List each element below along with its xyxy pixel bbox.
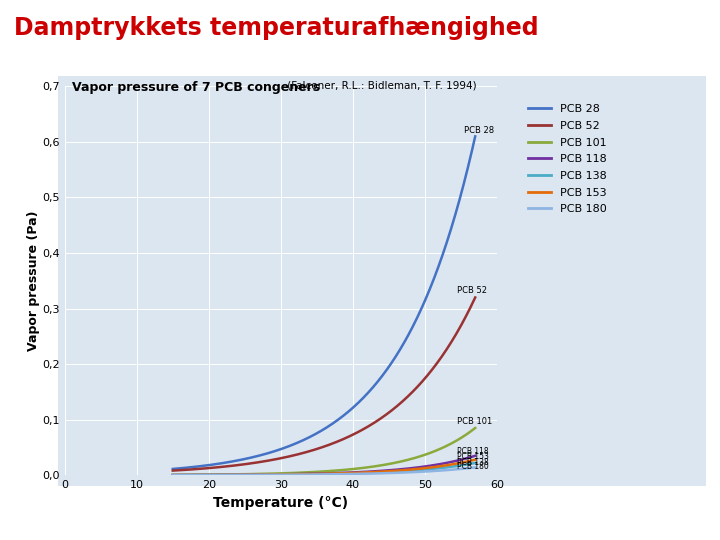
Y-axis label: Vapor pressure (Pa): Vapor pressure (Pa) bbox=[27, 211, 40, 351]
Text: PCB 118: PCB 118 bbox=[457, 447, 489, 456]
Text: Vapor pressure of 7 PCB congeners: Vapor pressure of 7 PCB congeners bbox=[72, 81, 320, 94]
Text: PCB 101: PCB 101 bbox=[457, 417, 492, 426]
Text: PCB 153: PCB 153 bbox=[457, 452, 489, 461]
Text: PCB 52: PCB 52 bbox=[457, 286, 487, 295]
Legend: PCB 28, PCB 52, PCB 101, PCB 118, PCB 138, PCB 153, PCB 180: PCB 28, PCB 52, PCB 101, PCB 118, PCB 13… bbox=[524, 100, 611, 219]
Text: Damptrykkets temperaturafhængighed: Damptrykkets temperaturafhængighed bbox=[14, 16, 539, 40]
Text: PCB 28: PCB 28 bbox=[464, 126, 495, 134]
Text: PCB 180: PCB 180 bbox=[457, 462, 489, 471]
X-axis label: Temperature (°C): Temperature (°C) bbox=[213, 496, 348, 510]
Text: PCB 138: PCB 138 bbox=[457, 458, 489, 467]
Text: (Falconer, R.L.: Bidleman, T. F. 1994): (Falconer, R.L.: Bidleman, T. F. 1994) bbox=[284, 81, 477, 91]
